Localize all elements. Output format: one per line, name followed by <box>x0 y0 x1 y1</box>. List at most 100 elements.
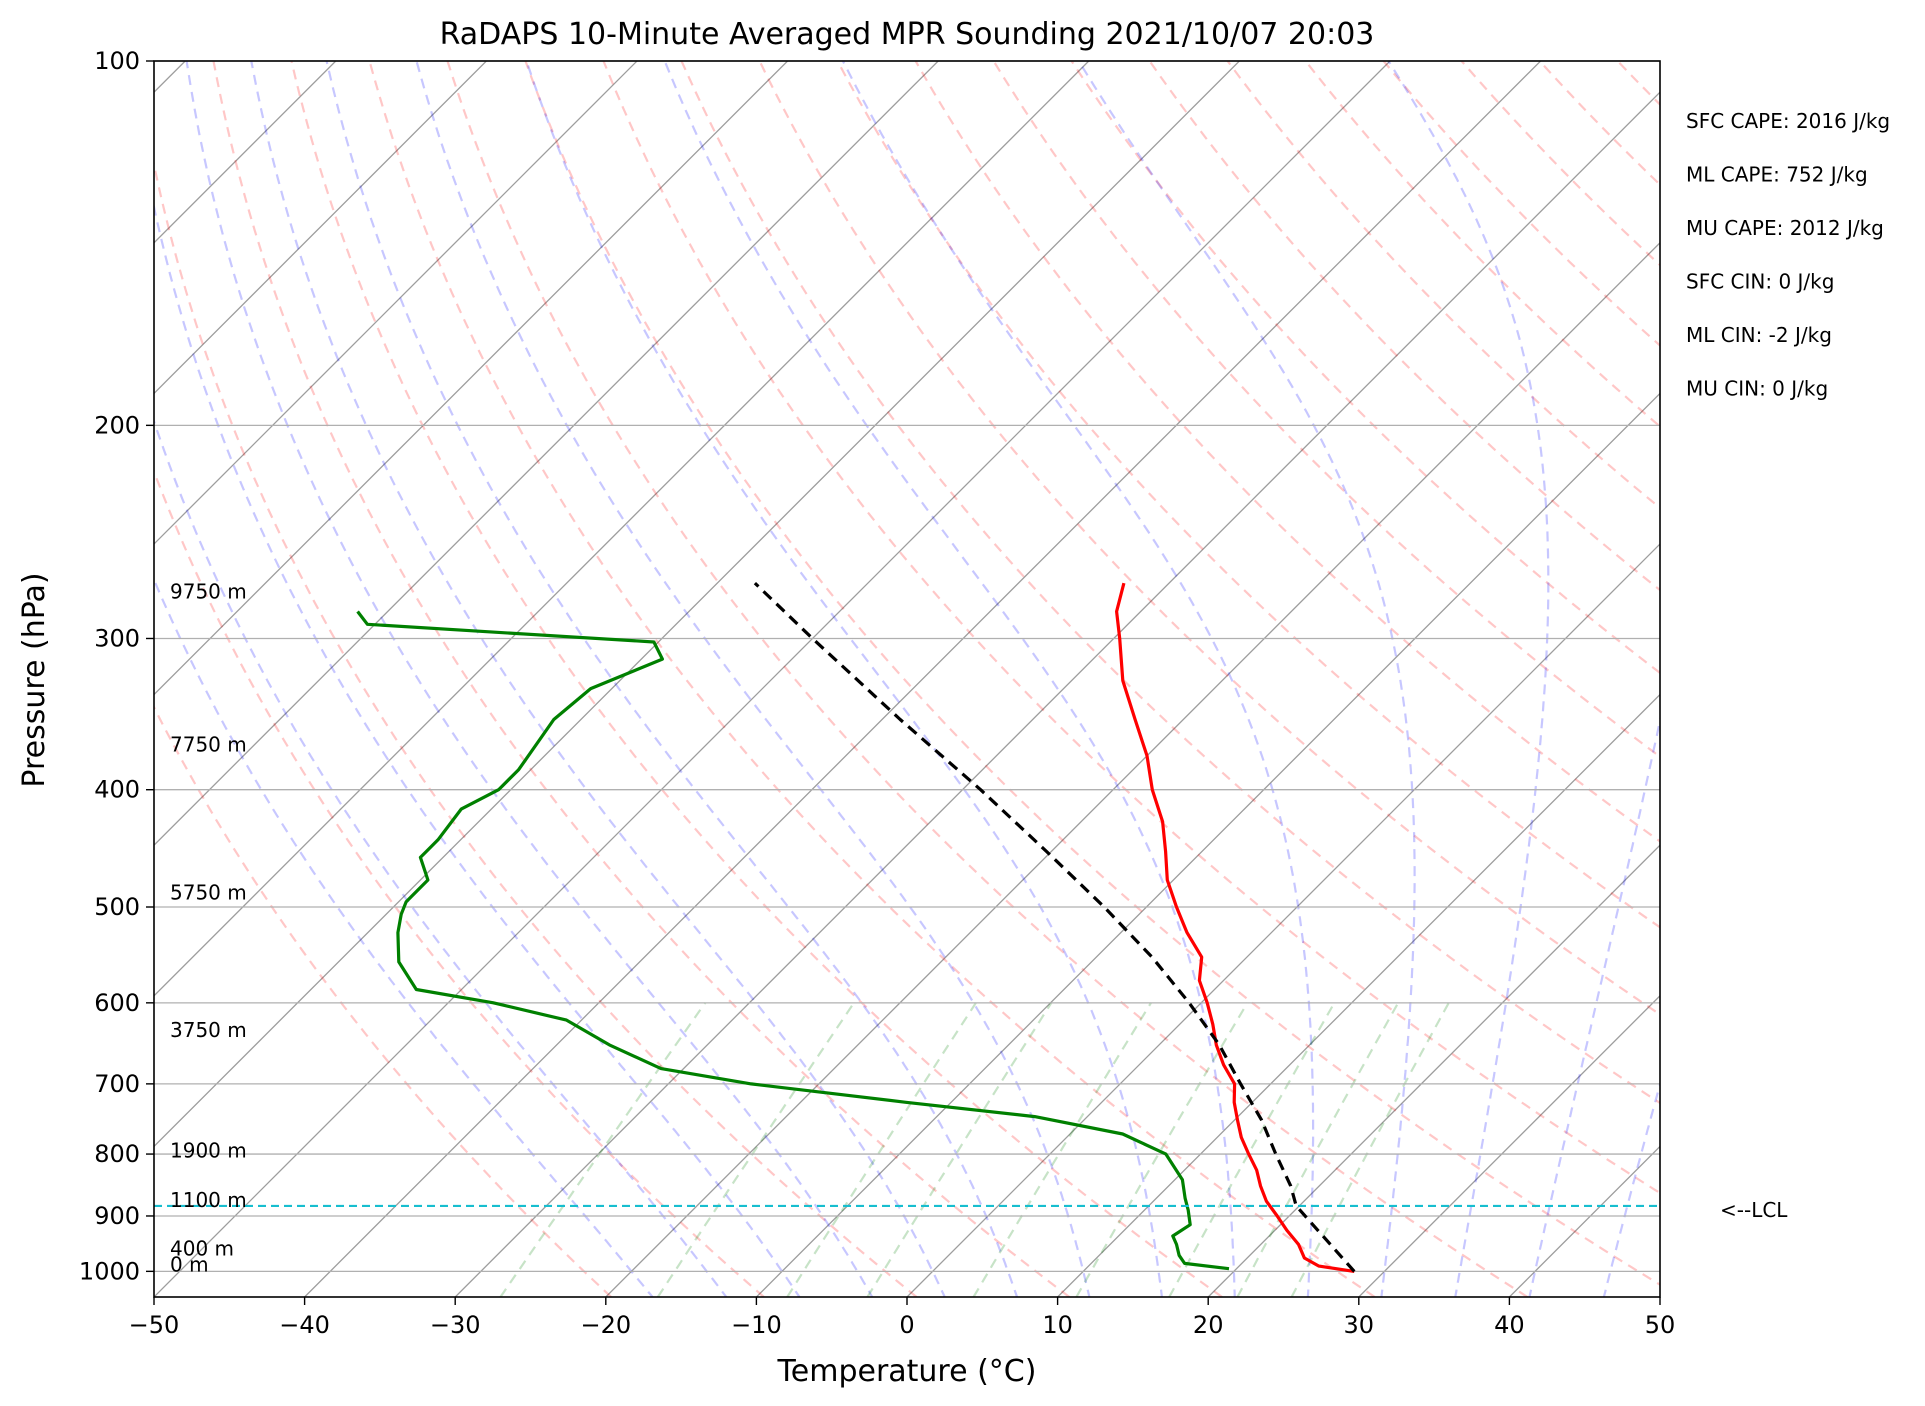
dry-adiabat <box>1070 61 1660 675</box>
y-tick-label: 500 <box>94 893 140 921</box>
dry-adiabat <box>680 61 1660 1105</box>
x-axis-ticks: −50 −40 −30 −20 −10 0 10 20 30 40 50 <box>129 1297 1676 1339</box>
moist-adiabat <box>325 61 1019 1297</box>
moist-adiabat <box>154 577 654 1297</box>
stat-line: ML CIN: -2 J/kg <box>1686 323 1832 347</box>
y-tick-label: 100 <box>94 47 140 75</box>
dry-adiabat <box>992 61 1660 759</box>
dry-adiabat <box>154 468 765 1297</box>
mixing-ratio-line <box>656 1002 855 1297</box>
y-axis-ticks: 100 200 300 400 500 600 700 800 900 1000 <box>79 47 154 1285</box>
mixing-ratio-line <box>972 1002 1152 1297</box>
dry-adiabat <box>758 61 1660 1016</box>
x-tick-label: 20 <box>1193 1311 1224 1339</box>
moist-adiabat <box>1387 61 1550 1297</box>
stat-line: ML CAPE: 752 J/kg <box>1686 163 1868 187</box>
moist-adiabat <box>841 61 1315 1297</box>
isotherm <box>755 392 1660 1297</box>
dry-adiabat <box>1304 61 1660 428</box>
y-tick-label: 800 <box>94 1140 140 1168</box>
moist-adiabat <box>154 417 728 1297</box>
dewpoint-trace <box>356 610 1230 1271</box>
dry-adiabat <box>1148 61 1660 592</box>
isotherm <box>454 91 1660 1297</box>
isotherm <box>1811 61 1925 1297</box>
dry-adiabat <box>1382 61 1660 347</box>
isotherm <box>1358 994 1660 1297</box>
temperature-trace <box>1114 582 1355 1273</box>
moist-adiabat <box>154 202 801 1297</box>
stat-line: SFC CAPE: 2016 J/kg <box>1686 109 1890 133</box>
y-tick-label: 1000 <box>79 1257 140 1285</box>
dry-adiabat <box>212 61 1071 1297</box>
isotherm <box>154 61 638 545</box>
dry-adiabat <box>1226 61 1660 510</box>
moist-adiabat <box>1077 61 1416 1297</box>
mixing-ratio-line <box>786 1002 977 1297</box>
isotherm <box>1659 1296 1660 1297</box>
height-label: 3750 m <box>170 1018 247 1042</box>
isotherm <box>154 61 939 847</box>
background-lines <box>154 61 1925 1300</box>
dry-adiabat <box>1852 61 1925 1297</box>
x-tick-label: −40 <box>279 1311 330 1339</box>
height-label: 5750 m <box>170 881 247 905</box>
mixing-ratio-line <box>866 1002 1053 1297</box>
isotherm <box>906 543 1660 1297</box>
mixing-ratio-line <box>499 1002 707 1297</box>
x-tick-label: −20 <box>580 1311 631 1339</box>
y-axis-label: Pressure (hPa) <box>17 572 52 787</box>
dry-adiabat <box>1616 61 1660 107</box>
y-tick-label: 900 <box>94 1202 140 1230</box>
dry-adiabat <box>1538 61 1660 187</box>
dry-adiabat <box>1774 61 1925 1297</box>
moist-adiabat <box>1528 715 1660 1297</box>
y-tick-label: 400 <box>94 776 140 804</box>
height-label: 400 m <box>170 1236 234 1260</box>
dry-adiabat <box>1460 61 1660 267</box>
y-tick-label: 300 <box>94 624 140 652</box>
x-tick-label: −10 <box>731 1311 782 1339</box>
x-axis-label: Temperature (°C) <box>777 1354 1037 1389</box>
isotherm <box>154 61 1240 1148</box>
pressure-gridlines <box>154 60 1660 1273</box>
height-label: 0 m <box>170 1252 209 1276</box>
stat-line: MU CIN: 0 J/kg <box>1686 377 1828 401</box>
x-tick-label: 0 <box>899 1311 914 1339</box>
moist-adiabat <box>1678 61 1925 1300</box>
stat-line: MU CAPE: 2012 J/kg <box>1686 216 1884 240</box>
x-tick-label: −30 <box>430 1311 481 1339</box>
x-tick-label: 10 <box>1042 1311 1073 1339</box>
x-tick-label: 50 <box>1645 1311 1676 1339</box>
parcel-trace <box>753 581 1356 1273</box>
dry-adiabat <box>524 61 1660 1286</box>
height-label: 7750 m <box>170 733 247 757</box>
chart-title: RaDAPS 10-Minute Averaged MPR Sounding 2… <box>440 17 1375 52</box>
y-tick-label: 200 <box>94 411 140 439</box>
moist-adiabat <box>663 61 1236 1297</box>
dry-adiabat <box>154 704 612 1297</box>
lcl-label: <--LCL <box>1720 1198 1788 1222</box>
moist-adiabat <box>185 61 874 1297</box>
dry-adiabat <box>368 61 1376 1297</box>
dry-adiabat <box>602 61 1660 1195</box>
isotherm <box>304 61 1542 1297</box>
dry-adiabat <box>154 159 918 1297</box>
dry-adiabat <box>914 61 1660 843</box>
stat-line: SFC CIN: 0 J/kg <box>1686 270 1834 294</box>
moist-adiabat <box>1602 1080 1660 1297</box>
plot-frame <box>153 60 1661 1298</box>
height-label: 1900 m <box>170 1138 247 1162</box>
isotherm <box>1207 844 1660 1297</box>
moist-adiabat <box>250 61 946 1297</box>
isotherm <box>154 61 789 696</box>
mixing-ratio-line <box>1290 1002 1450 1297</box>
isotherm <box>154 61 1391 1297</box>
moist-adiabat <box>525 61 1164 1297</box>
mixing-ratio-line <box>1236 1002 1400 1297</box>
mixing-ratio-line <box>1168 1002 1336 1297</box>
isotherm <box>154 61 1090 997</box>
dry-adiabat <box>446 61 1529 1297</box>
